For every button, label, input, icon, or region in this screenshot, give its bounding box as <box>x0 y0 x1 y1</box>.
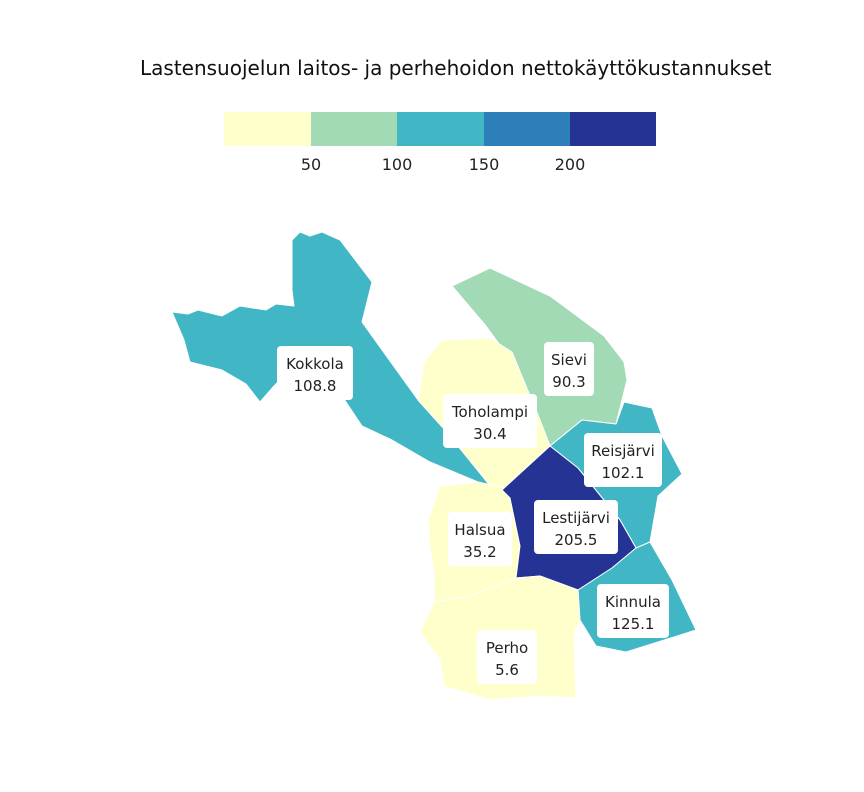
legend-tick-0: 50 <box>301 155 321 174</box>
color-legend: 50 100 150 200 <box>224 112 656 174</box>
label-lestijarvi-value: 205.5 <box>555 531 598 549</box>
label-kokkola-name: Kokkola <box>286 355 344 373</box>
map-title: Lastensuojelun laitos- ja perhehoidon ne… <box>140 56 772 80</box>
label-toholampi-value: 30.4 <box>473 425 506 443</box>
legend-bin-4 <box>570 112 656 146</box>
label-reisjarvi: Reisjärvi 102.1 <box>584 433 662 487</box>
label-kinnula-name: Kinnula <box>605 593 661 611</box>
label-sievi: Sievi 90.3 <box>544 342 594 396</box>
legend-bin-2 <box>397 112 484 146</box>
legend-tick-3: 200 <box>555 155 586 174</box>
label-lestijarvi: Lestijärvi 205.5 <box>534 500 618 554</box>
label-sievi-value: 90.3 <box>552 373 585 391</box>
label-kinnula: Kinnula 125.1 <box>597 584 669 638</box>
label-sievi-name: Sievi <box>551 351 587 369</box>
legend-bin-1 <box>311 112 397 146</box>
label-kinnula-value: 125.1 <box>612 615 655 633</box>
label-reisjarvi-value: 102.1 <box>602 464 645 482</box>
label-perho: Perho 5.6 <box>477 630 537 684</box>
label-halsua-name: Halsua <box>454 521 505 539</box>
label-toholampi-name: Toholampi <box>451 403 528 421</box>
label-toholampi: Toholampi 30.4 <box>443 394 537 448</box>
legend-bin-3 <box>484 112 570 146</box>
label-reisjarvi-name: Reisjärvi <box>591 442 655 460</box>
label-kokkola: Kokkola 108.8 <box>277 346 353 400</box>
legend-bin-0 <box>224 112 311 146</box>
region-labels: Kokkola 108.8 Sievi 90.3 Toholampi 30.4 … <box>277 342 669 684</box>
label-perho-value: 5.6 <box>495 661 519 679</box>
label-halsua: Halsua 35.2 <box>448 512 512 566</box>
label-lestijarvi-name: Lestijärvi <box>542 509 610 527</box>
label-kokkola-value: 108.8 <box>294 377 337 395</box>
legend-tick-2: 150 <box>469 155 500 174</box>
label-perho-name: Perho <box>486 639 528 657</box>
legend-tick-1: 100 <box>382 155 413 174</box>
label-halsua-value: 35.2 <box>463 543 496 561</box>
